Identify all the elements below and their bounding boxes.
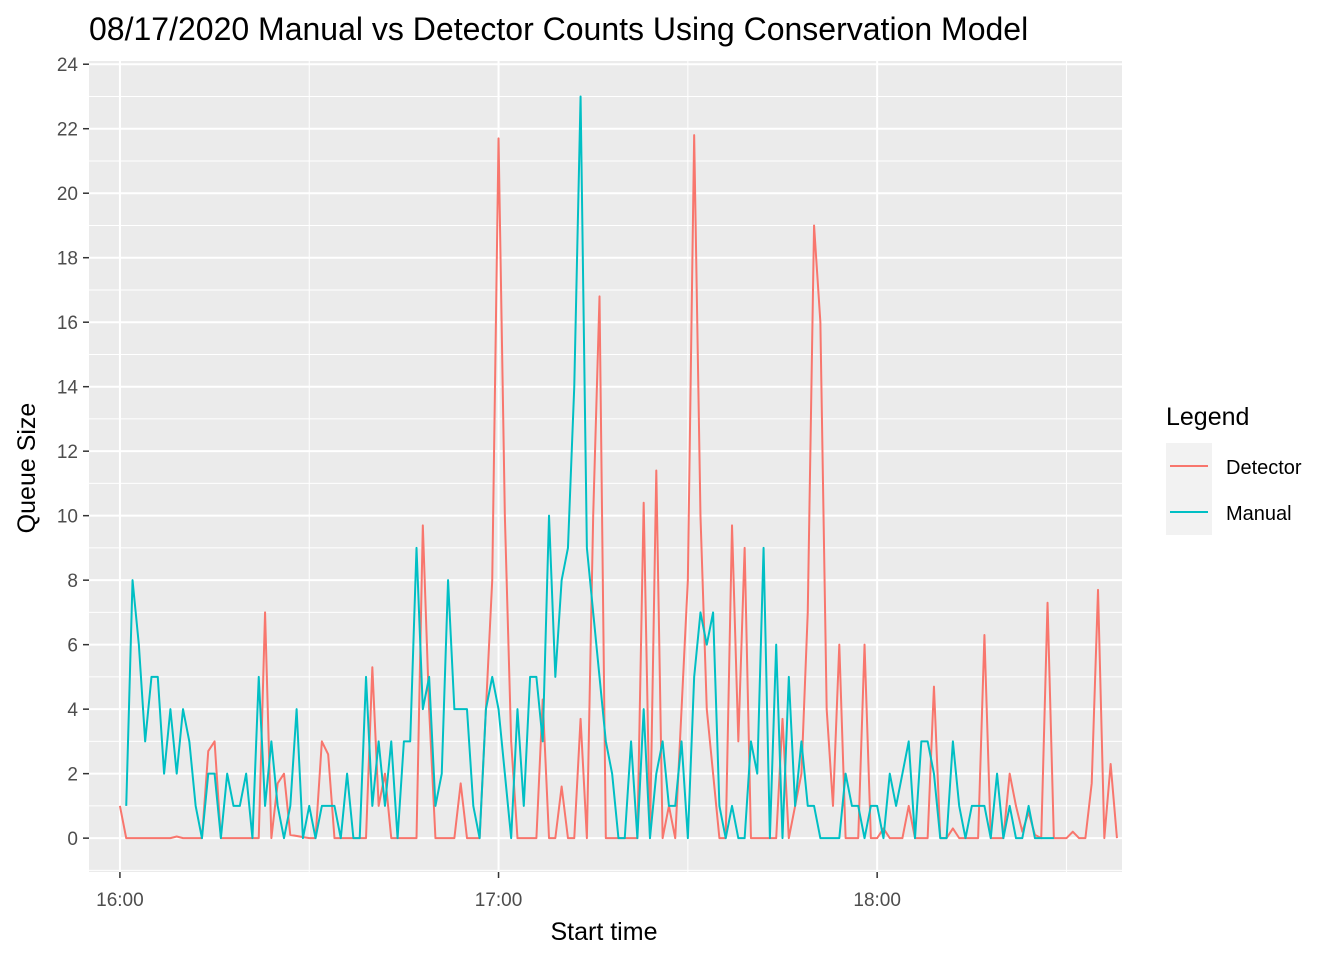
y-tick-label: 18 <box>57 249 78 270</box>
y-axis-title: Queue Size <box>13 403 41 534</box>
legend-title: Legend <box>1166 403 1249 431</box>
y-tick-label: 22 <box>57 120 78 141</box>
legend-label-manual: Manual <box>1226 503 1292 525</box>
y-tick-label: 6 <box>67 636 78 657</box>
y-tick-label: 14 <box>57 378 79 399</box>
y-tick-label: 12 <box>57 442 78 463</box>
legend: Legend Detector Manual <box>1166 403 1302 535</box>
x-tick-label: 18:00 <box>853 890 901 911</box>
chart-title: 08/17/2020 Manual vs Detector Counts Usi… <box>89 11 1028 47</box>
y-tick-label: 20 <box>57 184 78 205</box>
y-tick-label: 8 <box>67 571 78 592</box>
x-tick-label: 16:00 <box>96 890 144 911</box>
y-tick-label: 24 <box>57 55 79 76</box>
y-tick-label: 0 <box>67 829 78 850</box>
series-line-detector <box>118 134 1118 840</box>
series-layer <box>118 95 1118 840</box>
x-axis-title: Start time <box>551 918 658 946</box>
y-tick-label: 16 <box>57 313 78 334</box>
x-axis: 16:00 17:00 18:00 <box>96 872 901 911</box>
y-tick-label: 2 <box>67 765 78 786</box>
y-tick-label: 4 <box>67 700 78 721</box>
series-line-manual <box>125 95 1054 840</box>
x-tick-label: 17:00 <box>475 890 523 911</box>
y-tick-label: 10 <box>57 507 78 528</box>
legend-label-detector: Detector <box>1226 457 1302 479</box>
